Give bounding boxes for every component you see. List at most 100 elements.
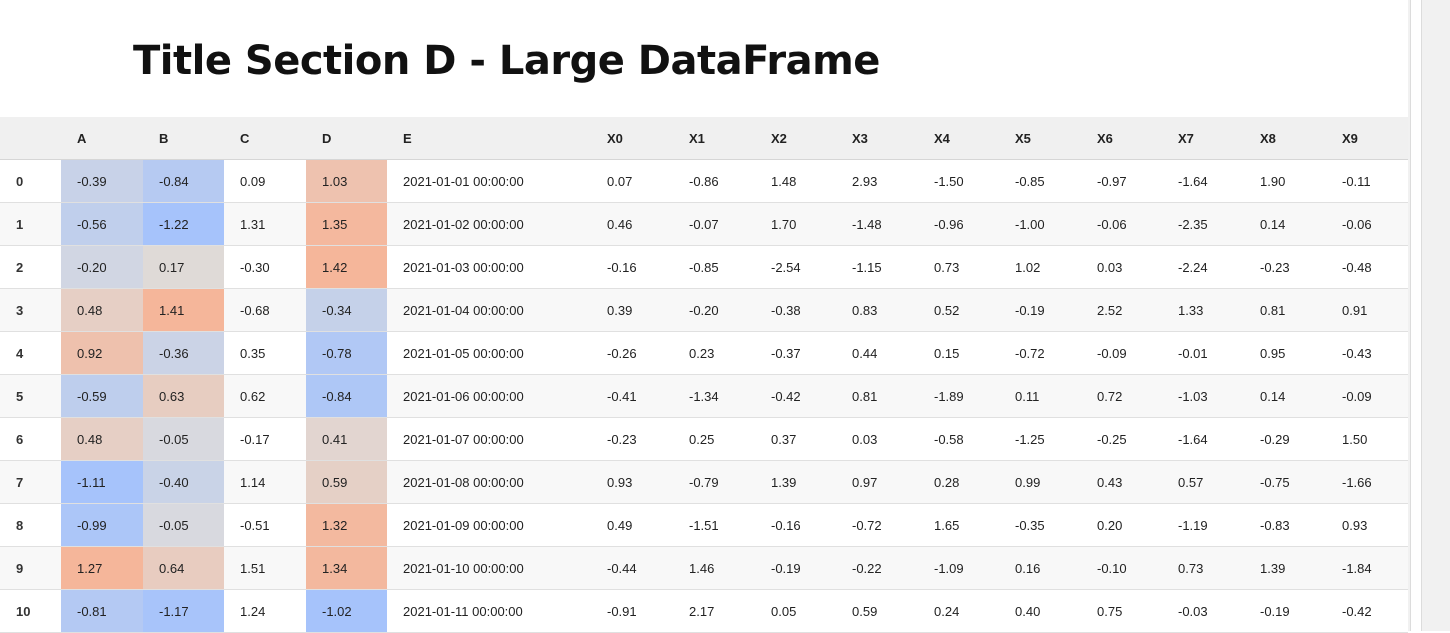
cell-x4: 0.73 <box>918 245 999 289</box>
cell-x0: -0.41 <box>591 374 673 418</box>
cell-x0: -0.16 <box>591 245 673 289</box>
cell-a: -0.20 <box>61 245 143 289</box>
table-row: 4 0.92 -0.36 0.35 -0.78 2021-01-05 00:00:00 -0… <box>0 331 1408 375</box>
cell-x6: -0.06 <box>1081 202 1162 246</box>
cell-x3: -0.22 <box>836 546 918 590</box>
column-header-d: D <box>306 117 387 160</box>
cell-d: 1.34 <box>306 546 387 590</box>
cell-x9: -0.48 <box>1326 245 1408 289</box>
cell-x0: 0.39 <box>591 288 673 332</box>
cell-x0: 0.07 <box>591 159 673 203</box>
cell-x0: 0.46 <box>591 202 673 246</box>
cell-b: -1.22 <box>143 202 224 246</box>
cell-x3: 0.81 <box>836 374 918 418</box>
row-index: 0 <box>0 159 61 203</box>
cell-a: -0.56 <box>61 202 143 246</box>
cell-a: -0.99 <box>61 503 143 547</box>
cell-e: 2021-01-04 00:00:00 <box>387 288 591 332</box>
cell-e: 2021-01-05 00:00:00 <box>387 331 591 375</box>
cell-d: 1.32 <box>306 503 387 547</box>
cell-x7: 1.33 <box>1162 288 1244 332</box>
cell-x2: 0.05 <box>755 589 836 633</box>
cell-x3: 0.59 <box>836 589 918 633</box>
cell-x0: -0.26 <box>591 331 673 375</box>
cell-c: 1.31 <box>224 202 306 246</box>
cell-x2: -0.19 <box>755 546 836 590</box>
scrollbar-thumb[interactable] <box>1410 0 1422 631</box>
cell-c: 0.62 <box>224 374 306 418</box>
table-row: 2 -0.20 0.17 -0.30 1.42 2021-01-03 00:00:00 -0… <box>0 245 1408 289</box>
table-row: 1 -0.56 -1.22 1.31 1.35 2021-01-02 00:00:00 0.… <box>0 202 1408 246</box>
cell-x6: 0.43 <box>1081 460 1162 504</box>
column-header-x7: X7 <box>1162 117 1244 160</box>
cell-x9: -0.42 <box>1326 589 1408 633</box>
cell-x7: -0.03 <box>1162 589 1244 633</box>
cell-x0: -0.44 <box>591 546 673 590</box>
row-index: 5 <box>0 374 61 418</box>
cell-x2: 0.37 <box>755 417 836 461</box>
cell-b: -1.17 <box>143 589 224 633</box>
row-index: 6 <box>0 417 61 461</box>
cell-x9: 0.91 <box>1326 288 1408 332</box>
cell-d: 1.35 <box>306 202 387 246</box>
column-header-x6: X6 <box>1081 117 1162 160</box>
cell-x8: 0.14 <box>1244 374 1326 418</box>
cell-x5: 0.99 <box>999 460 1081 504</box>
cell-x1: 1.46 <box>673 546 755 590</box>
row-index: 10 <box>0 589 61 633</box>
cell-x4: -0.96 <box>918 202 999 246</box>
cell-x3: 0.97 <box>836 460 918 504</box>
column-header-x0: X0 <box>591 117 673 160</box>
cell-c: -0.51 <box>224 503 306 547</box>
vertical-scrollbar[interactable] <box>1408 0 1450 631</box>
cell-b: 0.17 <box>143 245 224 289</box>
cell-x9: -1.66 <box>1326 460 1408 504</box>
cell-x3: 0.44 <box>836 331 918 375</box>
cell-d: 1.03 <box>306 159 387 203</box>
cell-x4: -1.50 <box>918 159 999 203</box>
cell-x2: 1.70 <box>755 202 836 246</box>
cell-x4: 0.15 <box>918 331 999 375</box>
cell-x4: 0.28 <box>918 460 999 504</box>
cell-x2: -0.16 <box>755 503 836 547</box>
table-row: 9 1.27 0.64 1.51 1.34 2021-01-10 00:00:00 -0.4… <box>0 546 1408 590</box>
cell-x7: -2.35 <box>1162 202 1244 246</box>
cell-x3: 0.03 <box>836 417 918 461</box>
cell-c: 1.51 <box>224 546 306 590</box>
cell-d: -0.34 <box>306 288 387 332</box>
column-header-x4: X4 <box>918 117 999 160</box>
cell-x2: -0.42 <box>755 374 836 418</box>
cell-x5: -0.85 <box>999 159 1081 203</box>
column-header-x2: X2 <box>755 117 836 160</box>
cell-x7: -1.03 <box>1162 374 1244 418</box>
cell-x9: -0.06 <box>1326 202 1408 246</box>
cell-e: 2021-01-06 00:00:00 <box>387 374 591 418</box>
cell-e: 2021-01-09 00:00:00 <box>387 503 591 547</box>
cell-x1: -0.20 <box>673 288 755 332</box>
cell-x7: 0.73 <box>1162 546 1244 590</box>
table-row: 7 -1.11 -0.40 1.14 0.59 2021-01-08 00:00:00 0.… <box>0 460 1408 504</box>
cell-a: -0.59 <box>61 374 143 418</box>
column-header-x5: X5 <box>999 117 1081 160</box>
cell-x3: -1.48 <box>836 202 918 246</box>
cell-a: -0.81 <box>61 589 143 633</box>
cell-x1: -1.34 <box>673 374 755 418</box>
cell-x1: 2.17 <box>673 589 755 633</box>
cell-x8: -0.23 <box>1244 245 1326 289</box>
cell-x7: -1.64 <box>1162 159 1244 203</box>
cell-c: 1.24 <box>224 589 306 633</box>
page-title: Title Section D - Large DataFrame <box>133 38 880 84</box>
cell-c: -0.30 <box>224 245 306 289</box>
cell-x8: 0.81 <box>1244 288 1326 332</box>
cell-e: 2021-01-08 00:00:00 <box>387 460 591 504</box>
cell-x1: -0.86 <box>673 159 755 203</box>
index-header <box>0 117 61 160</box>
cell-x5: 0.40 <box>999 589 1081 633</box>
cell-e: 2021-01-02 00:00:00 <box>387 202 591 246</box>
cell-a: -1.11 <box>61 460 143 504</box>
header-row: A B C D E X0 X1 X2 X3 X4 X5 X6 X7 X8 X9 <box>0 117 1408 160</box>
column-header-x3: X3 <box>836 117 918 160</box>
table-row: 6 0.48 -0.05 -0.17 0.41 2021-01-07 00:00:00 -0… <box>0 417 1408 461</box>
row-index: 7 <box>0 460 61 504</box>
cell-x6: -0.97 <box>1081 159 1162 203</box>
